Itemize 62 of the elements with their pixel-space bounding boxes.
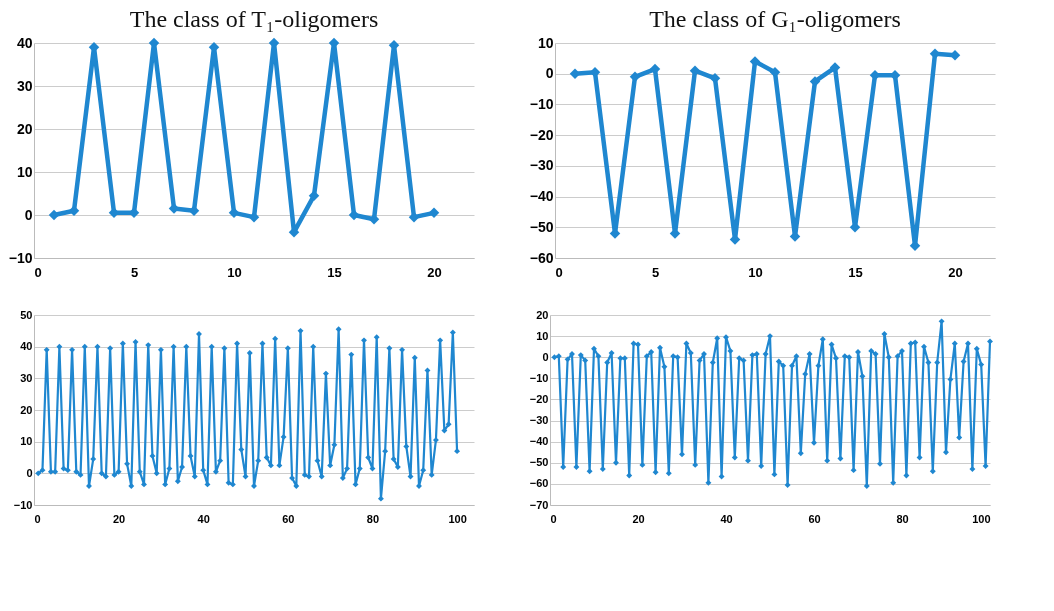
y-tick-label: −40	[529, 435, 549, 448]
x-tick-label: 20	[427, 264, 442, 280]
point	[428, 207, 440, 219]
x-tick-label: 15	[848, 264, 863, 280]
y-tick-label: −20	[529, 126, 554, 143]
y-tick-label: −60	[529, 249, 554, 266]
y-tick-label: 0	[24, 206, 33, 223]
x-tick-label: 15	[327, 264, 342, 280]
y-tick-label: 40	[20, 340, 33, 353]
point	[68, 205, 80, 216]
y-tick-label: −50	[529, 456, 549, 469]
y-tick-label: −10	[13, 498, 33, 511]
point	[749, 56, 761, 67]
point	[809, 76, 821, 87]
y-tick-label: −30	[529, 414, 549, 427]
point	[689, 65, 701, 76]
y-tick-label: 20	[20, 403, 33, 416]
y-tick-label: 30	[16, 77, 33, 94]
y-tick-label: 20	[16, 120, 33, 137]
x-tick-label: 20	[632, 512, 645, 525]
chart-title: The class of T₁-oligomers	[129, 6, 379, 32]
y-tick-label: 0	[545, 65, 554, 82]
y-tick-label: 50	[20, 308, 33, 321]
y-tick-label: 30	[20, 371, 33, 384]
y-tick-label: 0	[26, 466, 33, 479]
y-tick-label: −30	[529, 157, 554, 174]
point	[769, 66, 781, 78]
y-tick-label: −20	[529, 392, 549, 405]
y-tick-label: 0	[542, 350, 549, 363]
point	[228, 207, 240, 219]
point	[368, 214, 380, 225]
y-tick-label: −40	[529, 188, 554, 205]
x-tick-label: 60	[282, 512, 295, 525]
x-tick-label: 5	[130, 264, 139, 280]
y-tick-label: 20	[536, 308, 549, 321]
x-tick-label: 20	[112, 512, 126, 525]
x-tick-label: 80	[896, 512, 909, 525]
point	[308, 190, 320, 201]
x-tick-label: 40	[720, 512, 733, 525]
x-tick-label: 0	[34, 512, 41, 525]
x-tick-label: 10	[748, 264, 763, 280]
y-tick-label: 10	[20, 435, 33, 448]
x-tick-label: 100	[448, 512, 467, 525]
y-tick-label: −60	[529, 477, 549, 490]
y-tick-label: −10	[529, 371, 549, 384]
point	[709, 73, 721, 84]
x-tick-label: 10	[227, 264, 242, 280]
chart-title: The class of G₁-oligomers	[649, 6, 901, 32]
y-tick-label: −70	[529, 498, 549, 511]
y-tick-label: 40	[16, 34, 33, 51]
y-tick-label: −10	[8, 249, 33, 266]
x-tick-label: 20	[948, 264, 963, 280]
x-tick-label: 40	[197, 512, 210, 525]
y-tick-label: 10	[537, 34, 554, 51]
y-tick-label: −50	[529, 218, 554, 235]
y-tick-label: 10	[16, 163, 33, 180]
x-tick-label: 80	[366, 512, 380, 525]
x-tick-label: 5	[651, 264, 660, 280]
x-tick-label: 60	[808, 512, 821, 525]
x-tick-label: 100	[972, 512, 991, 525]
y-tick-label: −10	[529, 95, 554, 112]
y-tick-label: 10	[536, 329, 549, 342]
